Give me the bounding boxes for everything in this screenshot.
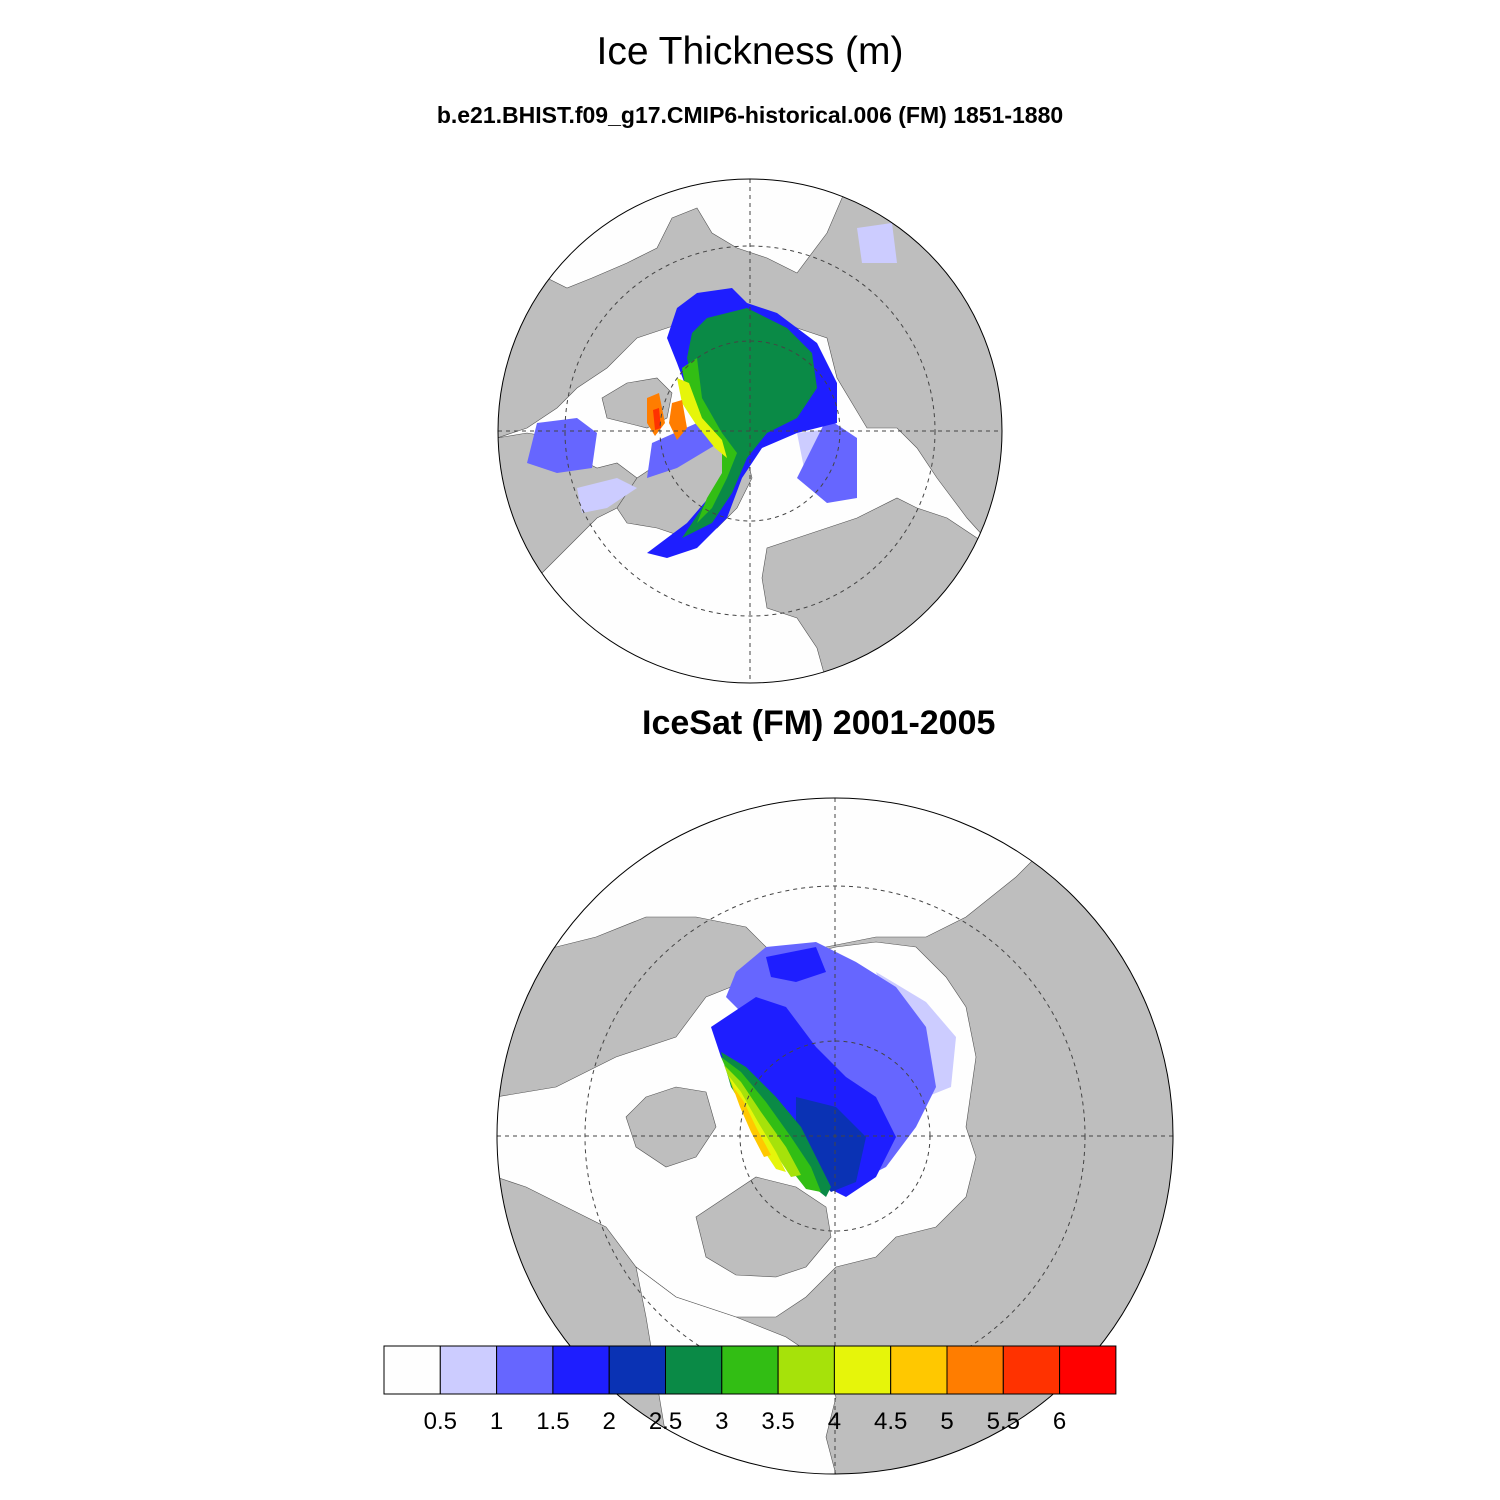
colorbar-box [608,1345,666,1395]
map-1-graticule [498,179,1002,683]
colorbar-tick-label: 0.5 [424,1408,457,1435]
ice-orange-2 [732,1085,771,1157]
polar-map-model [497,178,1003,684]
colorbar-tick-label: 4 [828,1408,841,1435]
panel-1-subtitle: b.e21.BHIST.f09_g17.CMIP6-historical.006… [436,102,1064,128]
colorbar-box [833,1345,892,1395]
colorbar-tick-label: 2.5 [649,1408,682,1435]
colorbar-tick-label: 2 [603,1408,616,1435]
colorbar-tick-label: 5.5 [987,1408,1020,1435]
colorbar-box [496,1345,554,1395]
colorbar: 0.5 1 1.5 2 2.5 3 3.5 4 4.5 5 5.5 6 [383,1345,1117,1435]
ice-mid-blue [527,418,857,503]
colorbar-tick-label: 4.5 [874,1408,907,1435]
land-asia [498,179,1002,559]
map-2-border [496,797,1174,1475]
map-1-border [497,178,1003,684]
ice-red [653,408,661,430]
colorbar-tick-label: 3 [715,1408,728,1435]
colorbar-box [946,1345,1004,1395]
colorbar-boxes [383,1345,1117,1395]
figure-title: Ice Thickness (m) [596,30,904,73]
colorbar-box [890,1345,948,1395]
colorbar-tick-label: 1 [490,1408,503,1435]
colorbar-tick-label: 5 [940,1408,953,1435]
land-archipelago-2 [625,1086,717,1168]
colorbar-tick-label: 1.5 [536,1408,569,1435]
ice-yellow-green-2 [724,1065,801,1177]
panel-2-subtitle: IceSat (FM) 2001-2005 [642,704,996,742]
colorbar-box [665,1345,723,1395]
colorbar-box [777,1345,835,1395]
colorbar-tick-label: 6 [1053,1408,1066,1435]
colorbar-tick-label: 3.5 [761,1408,794,1435]
colorbar-box [439,1345,498,1395]
ice-yellow-2 [728,1075,786,1172]
ice-yellow-edge [677,378,727,458]
ice-light-green [682,358,737,523]
colorbar-box [1002,1345,1061,1395]
colorbar-box [721,1345,779,1395]
colorbar-labels: 0.5 1 1.5 2 2.5 3 3.5 4 4.5 5 5.5 6 [424,1408,1067,1435]
land-greenland-2 [695,1176,832,1278]
colorbar-box [552,1345,610,1395]
colorbar-box [383,1345,441,1395]
colorbar-box [1059,1345,1117,1395]
